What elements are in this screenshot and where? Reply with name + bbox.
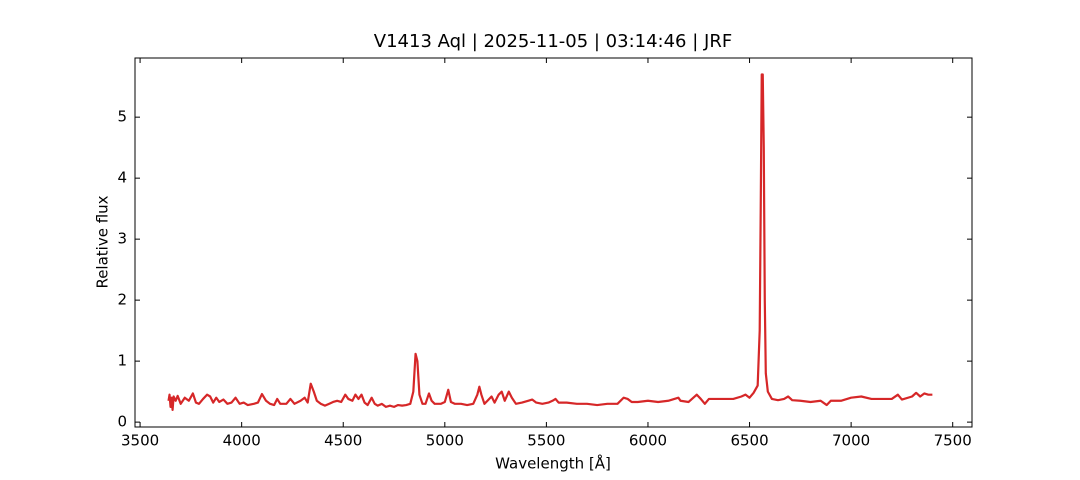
y-tick-label: 4 <box>117 169 127 187</box>
y-axis-label: Relative flux <box>94 195 112 288</box>
chart-title: V1413 Aql | 2025-11-05 | 03:14:46 | JRF <box>374 31 732 52</box>
x-tick-label: 6000 <box>629 432 667 450</box>
spectrum-line <box>167 73 933 412</box>
x-tick-label: 5000 <box>426 432 464 450</box>
y-tick-label: 3 <box>117 230 127 248</box>
x-axis-label: Wavelength [Å] <box>495 454 611 473</box>
x-tick-label: 6500 <box>730 432 768 450</box>
x-tick-label: 4500 <box>324 432 362 450</box>
x-tick-label: 4000 <box>223 432 261 450</box>
x-tick-label: 7500 <box>934 432 972 450</box>
y-tick-label: 2 <box>117 291 127 309</box>
y-tick-label: 0 <box>117 413 127 431</box>
y-tick-label: 1 <box>117 352 127 370</box>
x-tick-label: 5500 <box>527 432 565 450</box>
y-tick-label: 5 <box>117 108 127 126</box>
x-tick-label: 3500 <box>121 432 159 450</box>
plot-frame <box>134 57 973 428</box>
x-tick-label: 7000 <box>832 432 870 450</box>
